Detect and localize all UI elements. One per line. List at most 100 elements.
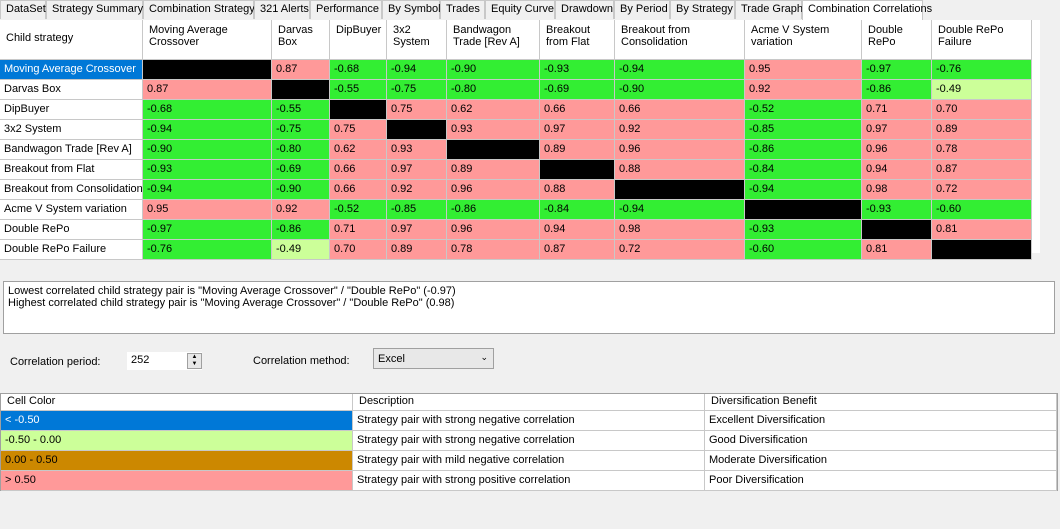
correlation-cell: 0.94 [540,220,615,240]
correlation-cell: -0.93 [143,160,272,180]
correlation-cell: 0.66 [330,160,387,180]
row-header[interactable]: Breakout from Consolidation [0,180,143,200]
tab[interactable]: Trades [440,0,485,19]
correlation-cell: 0.81 [862,240,932,260]
spinner[interactable]: ▲ ▼ [187,353,202,369]
correlation-cell: 0.98 [862,180,932,200]
correlation-cell: -0.94 [615,60,745,80]
correlation-cell: 0.87 [272,60,330,80]
correlation-cell: 0.62 [447,100,540,120]
legend-header: Cell Color [1,394,353,411]
correlation-cell: 0.93 [387,140,447,160]
method-value: Excel [378,353,405,365]
diagonal-cell [540,160,615,180]
correlation-cell: -0.52 [745,100,862,120]
correlation-cell: 0.97 [387,160,447,180]
correlation-cell: -0.60 [745,240,862,260]
column-header: 3x2 System [387,20,447,60]
correlation-cell: -0.76 [143,240,272,260]
correlation-cell: 0.66 [540,100,615,120]
correlation-cell: -0.69 [272,160,330,180]
correlation-cell: -0.84 [745,160,862,180]
row-header[interactable]: Bandwagon Trade [Rev A] [0,140,143,160]
correlation-cell: -0.94 [143,120,272,140]
column-header: Bandwagon Trade [Rev A] [447,20,540,60]
row-header[interactable]: Moving Average Crossover [0,60,143,80]
correlation-cell: -0.93 [745,220,862,240]
tab[interactable]: 321 Alerts [254,0,310,19]
legend-benefit: Poor Diversification [705,471,1057,491]
row-header[interactable]: Breakout from Flat [0,160,143,180]
column-header: Darvas Box [272,20,330,60]
correlation-cell: 0.94 [862,160,932,180]
period-input[interactable]: 252 [127,352,202,370]
row-header[interactable]: Acme V System variation [0,200,143,220]
column-header: Double RePo [862,20,932,60]
correlation-cell: -0.84 [540,200,615,220]
correlation-cell: 0.92 [387,180,447,200]
correlation-cell: 0.92 [745,80,862,100]
correlation-cell: -0.68 [143,100,272,120]
method-dropdown[interactable]: Excel ⌄ [373,348,494,369]
legend-color: -0.50 - 0.00 [1,431,353,451]
correlation-cell: -0.93 [540,60,615,80]
tab[interactable]: Combination Correlations [802,0,932,20]
correlation-cell: -0.86 [745,140,862,160]
correlation-cell: 0.96 [447,220,540,240]
correlation-cell: -0.85 [387,200,447,220]
correlation-cell: -0.97 [143,220,272,240]
correlation-cell: 0.66 [330,180,387,200]
correlation-cell: 0.78 [932,140,1032,160]
correlation-cell: 0.78 [447,240,540,260]
correlation-cell: 0.97 [387,220,447,240]
correlation-cell: -0.76 [932,60,1032,80]
row-header[interactable]: DipBuyer [0,100,143,120]
correlation-cell: 0.87 [540,240,615,260]
column-header: Breakout from Flat [540,20,615,60]
tab[interactable]: Drawdown [555,0,614,19]
legend-description: Strategy pair with strong negative corre… [353,431,705,451]
correlation-cell: 0.75 [387,100,447,120]
legend-color: < -0.50 [1,411,353,431]
correlation-cell: 0.95 [745,60,862,80]
correlation-cell: -0.90 [615,80,745,100]
row-header[interactable]: Double RePo Failure [0,240,143,260]
correlation-cell: 0.72 [932,180,1032,200]
tab[interactable]: Trade Graphs [735,0,808,19]
correlation-cell: -0.94 [143,180,272,200]
info-line: Highest correlated child strategy pair i… [8,297,455,309]
correlation-cell: 0.89 [540,140,615,160]
column-header: Moving Average Crossover [143,20,272,60]
correlation-cell: 0.92 [272,200,330,220]
correlation-cell: -0.94 [615,200,745,220]
correlation-cell: 0.89 [387,240,447,260]
legend-header: Description [353,394,705,411]
correlation-cell: 0.81 [932,220,1032,240]
diagonal-cell [330,100,387,120]
correlation-cell: 0.89 [932,120,1032,140]
legend-description: Strategy pair with strong positive corre… [353,471,705,491]
correlation-cell: 0.88 [615,160,745,180]
row-header[interactable]: Double RePo [0,220,143,240]
tab[interactable]: Combination Strategy [143,0,255,19]
row-header[interactable]: 3x2 System [0,120,143,140]
tab[interactable]: Strategy Summary [46,0,143,19]
tab[interactable]: Equity Curve [485,0,555,19]
row-header[interactable]: Darvas Box [0,80,143,100]
correlation-cell: 0.95 [143,200,272,220]
correlation-cell: 0.72 [615,240,745,260]
tab[interactable]: By Strategy [670,0,735,19]
period-label: Correlation period: [10,356,101,368]
tab[interactable]: DataSet [0,0,46,19]
correlation-cell: -0.90 [143,140,272,160]
legend-color: 0.00 - 0.50 [1,451,353,471]
tab[interactable]: By Symbol [382,0,441,19]
tab[interactable]: Performance [310,0,382,19]
tab[interactable]: By Period [614,0,670,19]
legend-benefit: Good Diversification [705,431,1057,451]
correlation-cell: 0.98 [615,220,745,240]
correlation-cell: 0.89 [447,160,540,180]
correlation-cell: 0.70 [330,240,387,260]
legend-benefit: Moderate Diversification [705,451,1057,471]
diagonal-cell [862,220,932,240]
